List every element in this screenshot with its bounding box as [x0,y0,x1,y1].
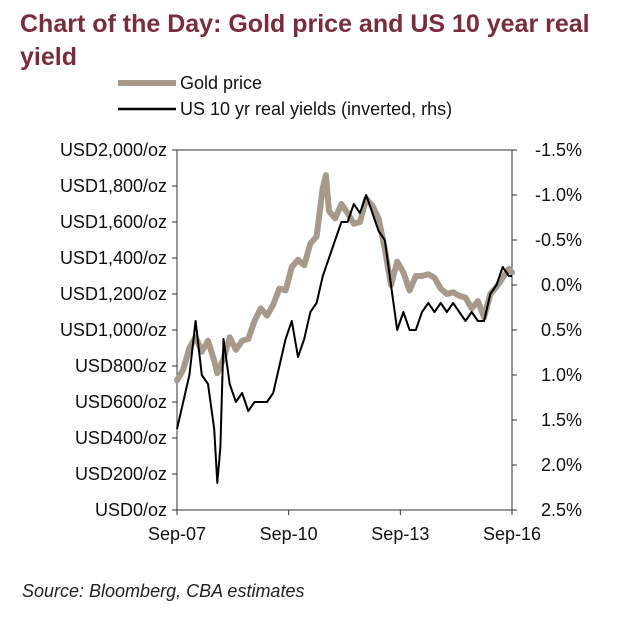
right-tick-label: 2.5% [541,500,582,520]
right-tick-label: -0.5% [535,230,582,250]
right-tick-label: 1.5% [541,410,582,430]
left-tick-label: USD1,600/oz [60,212,167,232]
left-tick-label: USD400/oz [75,428,167,448]
right-tick-label: -1.5% [535,140,582,160]
series-line-us-10yr-real-yield [176,194,512,484]
x-tick-label: Sep-10 [260,524,318,544]
x-tick-label: Sep-07 [148,524,206,544]
legend-label-gold: Gold price [180,72,263,93]
right-tick-label: 2.0% [541,455,582,475]
legend-item-gold: Gold price [118,70,452,96]
legend-swatch-gold [118,80,176,86]
x-tick-label: Sep-13 [371,524,429,544]
left-tick-label: USD1,800/oz [60,176,167,196]
right-tick-label: 0.0% [541,275,582,295]
legend-label-yield: US 10 yr real yields (inverted, rhs) [180,98,453,119]
left-tick-label: USD1,400/oz [60,248,167,268]
source-note: Source: Bloomberg, CBA estimates [22,581,305,601]
left-tick-label: USD1,200/oz [60,284,167,304]
legend-item-yield: US 10 yr real yields (inverted, rhs) [118,96,452,122]
chart-legend: Gold price US 10 yr real yields (inverte… [118,70,452,122]
legend-swatch-yield [118,107,176,111]
left-tick-label: USD800/oz [75,356,167,376]
left-tick-label: USD1,000/oz [60,320,167,340]
chart-title: Chart of the Day: Gold price and US 10 y… [20,10,590,71]
series-line-gold-price [174,172,515,384]
chart-plot: USD2,000/oz USD1,800/oz USD1,600/oz USD1,40… [60,140,582,544]
left-tick-label: USD0/oz [95,500,167,520]
right-tick-label: 1.0% [541,365,582,385]
x-tick-label: Sep-16 [483,524,541,544]
right-tick-label: 0.5% [541,320,582,340]
right-tick-label: -1.0% [535,185,582,205]
left-tick-label: USD200/oz [75,464,167,484]
left-tick-label: USD2,000/oz [60,140,167,160]
left-tick-label: USD600/oz [75,392,167,412]
